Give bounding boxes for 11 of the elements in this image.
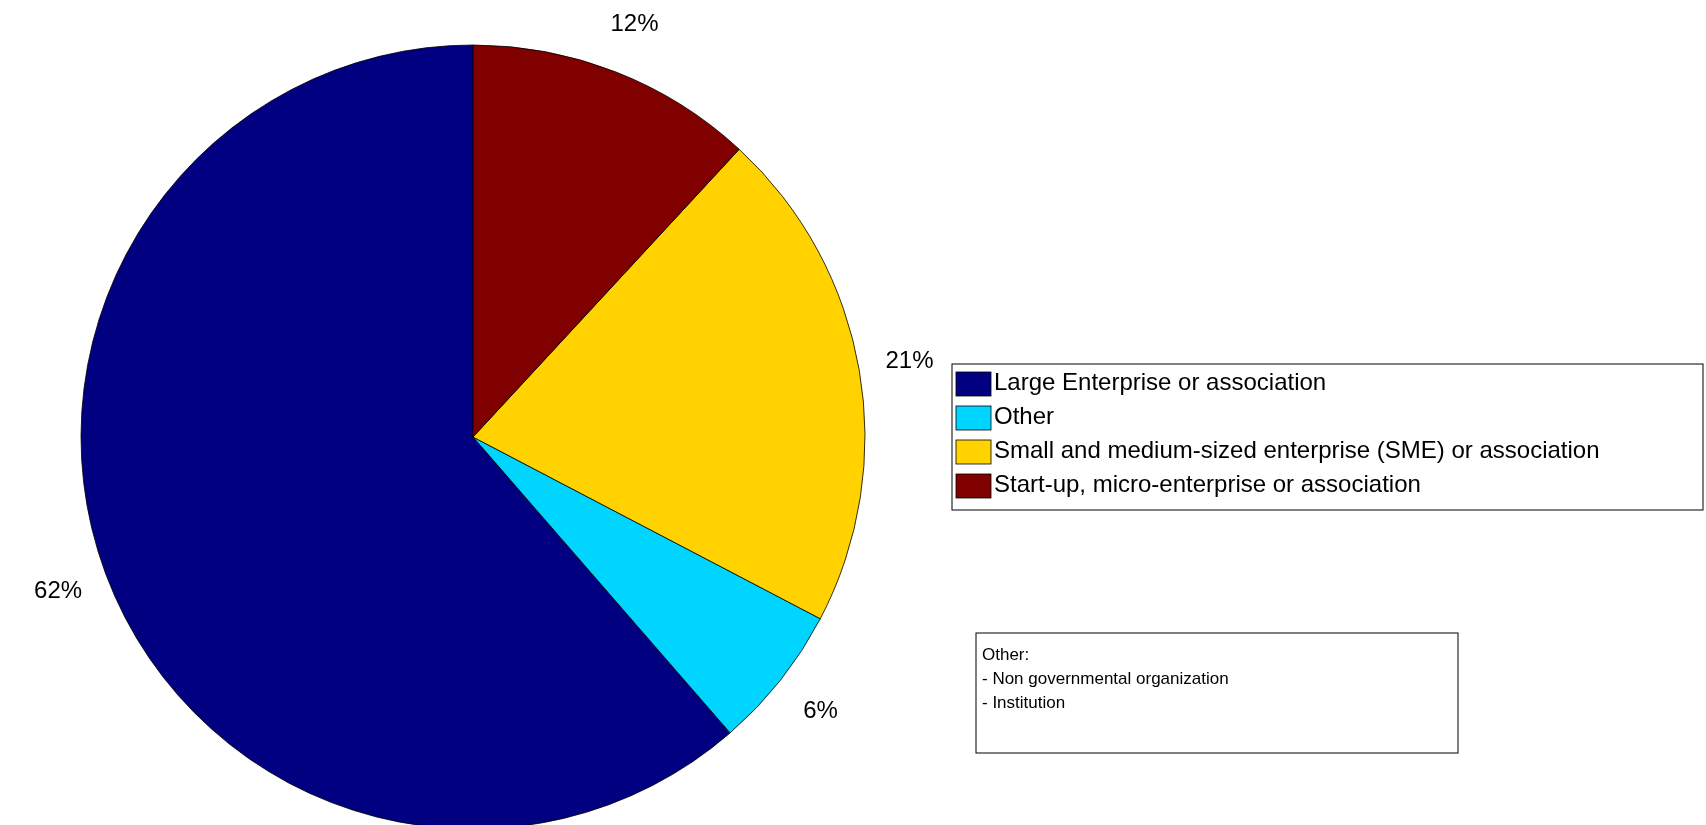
legend-label: Small and medium-sized enterprise (SME) or association [994,436,1600,464]
data-label: 6% [803,695,838,723]
data-label: 62% [34,576,83,604]
text: - Institution [982,693,1066,712]
legend-label: Other [994,402,1055,430]
legend-label: Start-up, micro-enterprise or association [994,470,1421,498]
text: - Non governmental organization [982,669,1229,688]
text: Other: [982,645,1030,664]
legend-label: Large Enterprise or association [994,368,1327,396]
data-label: 21% [885,345,934,373]
data-label: 12% [610,8,659,36]
